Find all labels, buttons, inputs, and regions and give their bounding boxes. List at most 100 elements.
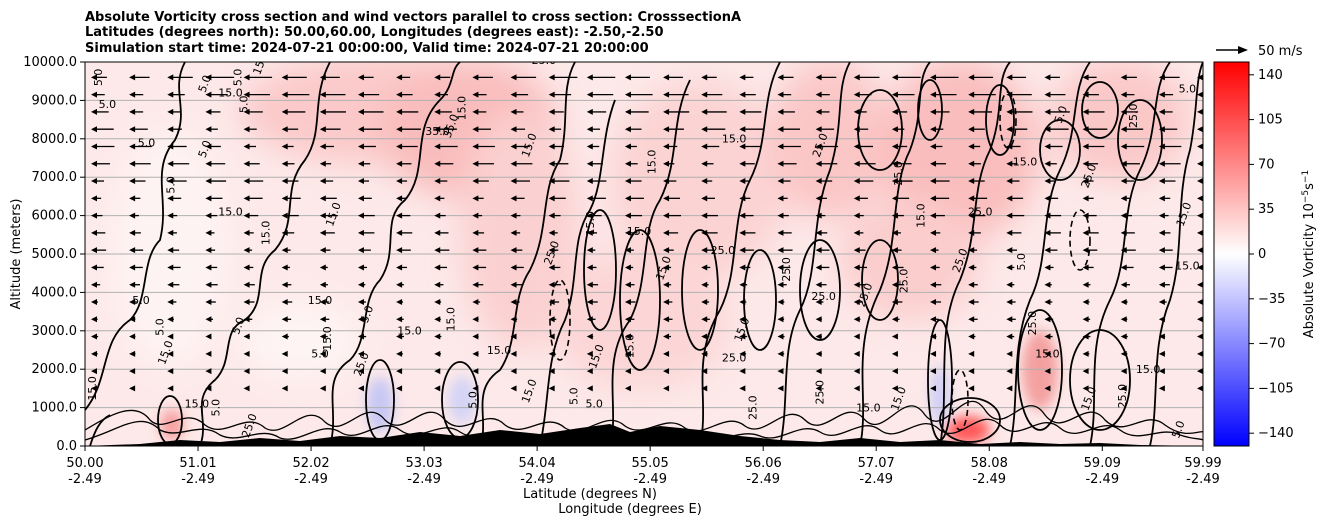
wind-vector-head (1082, 195, 1089, 202)
gridlines (85, 99, 1203, 409)
wind-vector-head (1158, 178, 1165, 185)
wind-vector-head (129, 264, 136, 271)
wind-vector-head (853, 368, 860, 375)
wind-vector-head (624, 350, 631, 357)
wind-vector-head (1158, 281, 1165, 288)
wind-vector-head (357, 212, 364, 219)
wind-vector-head (205, 195, 212, 202)
wind-vector-head (891, 333, 898, 340)
wind-vector-head (586, 299, 593, 305)
wind-vector-head (357, 91, 364, 98)
wind-vector-head (624, 368, 631, 375)
wind-vector-head (1082, 264, 1089, 271)
contour-label: 25.0 (1127, 104, 1140, 129)
wind-vector-head (624, 143, 631, 150)
wind-vector-head (129, 74, 136, 81)
wind-vector-head (1082, 74, 1089, 81)
wind-vector-head (663, 74, 670, 81)
wind-vector-head (968, 195, 975, 202)
wind-vector-head (510, 281, 517, 288)
x-tick-label-lat: 56.06 (745, 456, 782, 471)
wind-vector-head (891, 126, 898, 133)
wind-vector-head (663, 264, 670, 271)
wind-vector-head (548, 350, 555, 357)
contour-label: 25.0 (814, 380, 827, 405)
wind-vector-head (472, 264, 479, 271)
wind-vector-head (701, 368, 708, 375)
wind-vector-head (167, 178, 174, 185)
wind-vector-head (1082, 229, 1089, 236)
wind-vector-head (167, 316, 174, 323)
x-tick-label-lat: 59.99 (1184, 456, 1221, 471)
wind-vector-head (167, 160, 174, 167)
wind-vector-head (663, 212, 670, 219)
wind-vector-head (510, 212, 517, 219)
wind-vector-head (853, 316, 860, 323)
contour-label: 5.0 (1052, 104, 1070, 125)
wind-vector-head (472, 229, 479, 236)
wind-vector-head (167, 368, 174, 375)
wind-vector-head (396, 247, 403, 254)
contour-label: 5.0 (237, 95, 250, 113)
wind-vector-head (1197, 264, 1203, 271)
wind-vector-head (891, 281, 898, 288)
wind-vector-head (510, 368, 517, 375)
quiver-key-label: 50 m/s (1258, 44, 1303, 59)
wind-vector-head (205, 212, 212, 219)
wind-vector-head (319, 178, 326, 185)
wind-vector-head (243, 160, 250, 167)
wind-vector-head (1197, 126, 1203, 133)
contour-label: 15.0 (456, 96, 469, 121)
wind-vector-head (357, 195, 364, 202)
wind-vector-head (663, 160, 670, 167)
wind-vector-head (281, 143, 288, 150)
y-tick-label: 1000.0 (32, 401, 78, 416)
y-tick-label: 2000.0 (32, 362, 78, 377)
wind-vector-head (91, 212, 97, 219)
wind-vector-head (510, 91, 517, 98)
wind-vector-head (891, 385, 898, 392)
wind-vector-head (663, 108, 670, 115)
wind-vector-head (319, 126, 326, 133)
wind-vector-head (510, 108, 517, 115)
terrain (85, 424, 1203, 446)
wind-vector-head (624, 91, 631, 98)
wind-vector-head (129, 143, 136, 150)
wind-vector-head (1044, 195, 1051, 202)
wind-vector-head (777, 368, 784, 375)
wind-vector-head (167, 350, 174, 357)
wind-vector-head (739, 333, 746, 340)
wind-vector-head (281, 160, 288, 167)
contour-label: 35.0 (425, 125, 450, 138)
wind-vector-head (815, 247, 822, 254)
wind-vector-head (129, 91, 136, 98)
wind-vector-head (777, 229, 784, 236)
contour-label: 25.0 (898, 269, 911, 294)
wind-vector-head (1120, 316, 1127, 323)
wind-vector-head (853, 143, 860, 150)
wind-vector-head (396, 316, 403, 323)
wind-vector-head (624, 333, 631, 340)
wind-vector-head (1006, 333, 1013, 340)
wind-vector-head (1082, 316, 1089, 323)
wind-vector-head (1006, 247, 1013, 254)
wind-vector-head (1006, 281, 1013, 288)
contour-label: 5.0 (132, 294, 150, 307)
wind-vector-head (510, 264, 517, 271)
wind-vector-head (510, 126, 517, 133)
wind-vector-head (167, 247, 174, 254)
wind-vector-head (243, 143, 250, 150)
wind-vector-head (739, 126, 746, 133)
wind-vector-head (167, 385, 174, 392)
wind-vector-head (739, 143, 746, 150)
wind-vector-head (853, 247, 860, 254)
wind-vector-head (853, 299, 860, 305)
wind-vector-head (91, 143, 97, 150)
wind-vector-head (1120, 91, 1127, 98)
wind-vector-head (739, 316, 746, 323)
wind-vector-head (1120, 178, 1127, 185)
wind-vector-head (663, 281, 670, 288)
wind-vector-head (243, 178, 250, 185)
wind-vector-head (968, 281, 975, 288)
contour-label: 15.0 (623, 334, 636, 359)
